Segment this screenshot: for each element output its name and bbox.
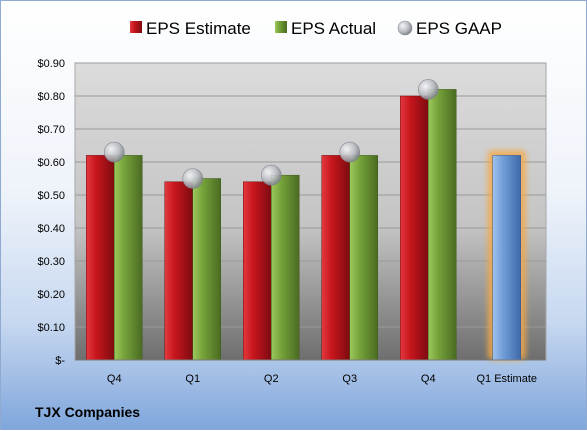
marker-eps-gaap (182, 168, 204, 189)
bar-eps-estimate (243, 181, 272, 361)
bar-eps-estimate (400, 95, 429, 361)
bar-eps-actual (114, 155, 143, 361)
y-tick-label: $0.70 (37, 124, 65, 136)
legend-label-estimate: EPS Estimate (146, 19, 251, 38)
y-tick-label: $0.10 (37, 322, 65, 334)
plot-area: $- $0.10 $0.20 $0.30 $0.40 $0.50 $0.60 $0.70 $0.… (37, 58, 547, 385)
bar-eps-actual (349, 155, 378, 361)
bar-eps-estimate (86, 155, 115, 361)
x-tick-label: Q1 Estimate (476, 373, 537, 385)
legend-swatch-actual (275, 21, 287, 33)
legend-item-actual: EPS Actual (275, 19, 376, 38)
legend-label-gaap: EPS GAAP (416, 19, 502, 38)
legend-swatch-estimate (130, 21, 142, 33)
x-tick-label: Q1 (185, 373, 200, 385)
marker-eps-gaap (417, 79, 439, 100)
bar-eps-estimate (164, 181, 193, 361)
marker-eps-gaap (339, 141, 361, 163)
y-tick-label: $0.80 (37, 91, 65, 103)
marker-eps-gaap (260, 164, 282, 186)
bar-eps-actual (271, 174, 300, 361)
bar-eps-actual (428, 89, 457, 361)
legend-swatch-gaap (397, 20, 413, 36)
marker-eps-gaap (103, 141, 125, 163)
legend-label-actual: EPS Actual (291, 19, 376, 38)
bar-eps-estimate (321, 155, 350, 361)
y-tick-label: $- (55, 355, 65, 367)
company-name: TJX Companies (35, 404, 140, 420)
x-tick-label: Q4 (421, 373, 436, 385)
x-tick-label: Q3 (342, 373, 357, 385)
y-tick-label: $0.60 (37, 157, 65, 169)
bar-eps-forecast (492, 155, 521, 361)
legend-item-estimate: EPS Estimate (130, 19, 251, 38)
x-tick-label: Q2 (264, 373, 279, 385)
bar-eps-actual (192, 178, 221, 361)
y-tick-label: $0.40 (37, 223, 65, 235)
y-tick-label: $0.50 (37, 190, 65, 202)
y-tick-label: $0.20 (37, 289, 65, 301)
y-tick-label: $0.30 (37, 256, 65, 268)
legend: EPS Estimate EPS Actual EPS GAAP (130, 19, 502, 38)
legend-item-gaap: EPS GAAP (397, 19, 502, 38)
plot-background (74, 62, 547, 361)
x-tick-label: Q4 (107, 373, 122, 385)
y-tick-label: $0.90 (37, 58, 65, 70)
